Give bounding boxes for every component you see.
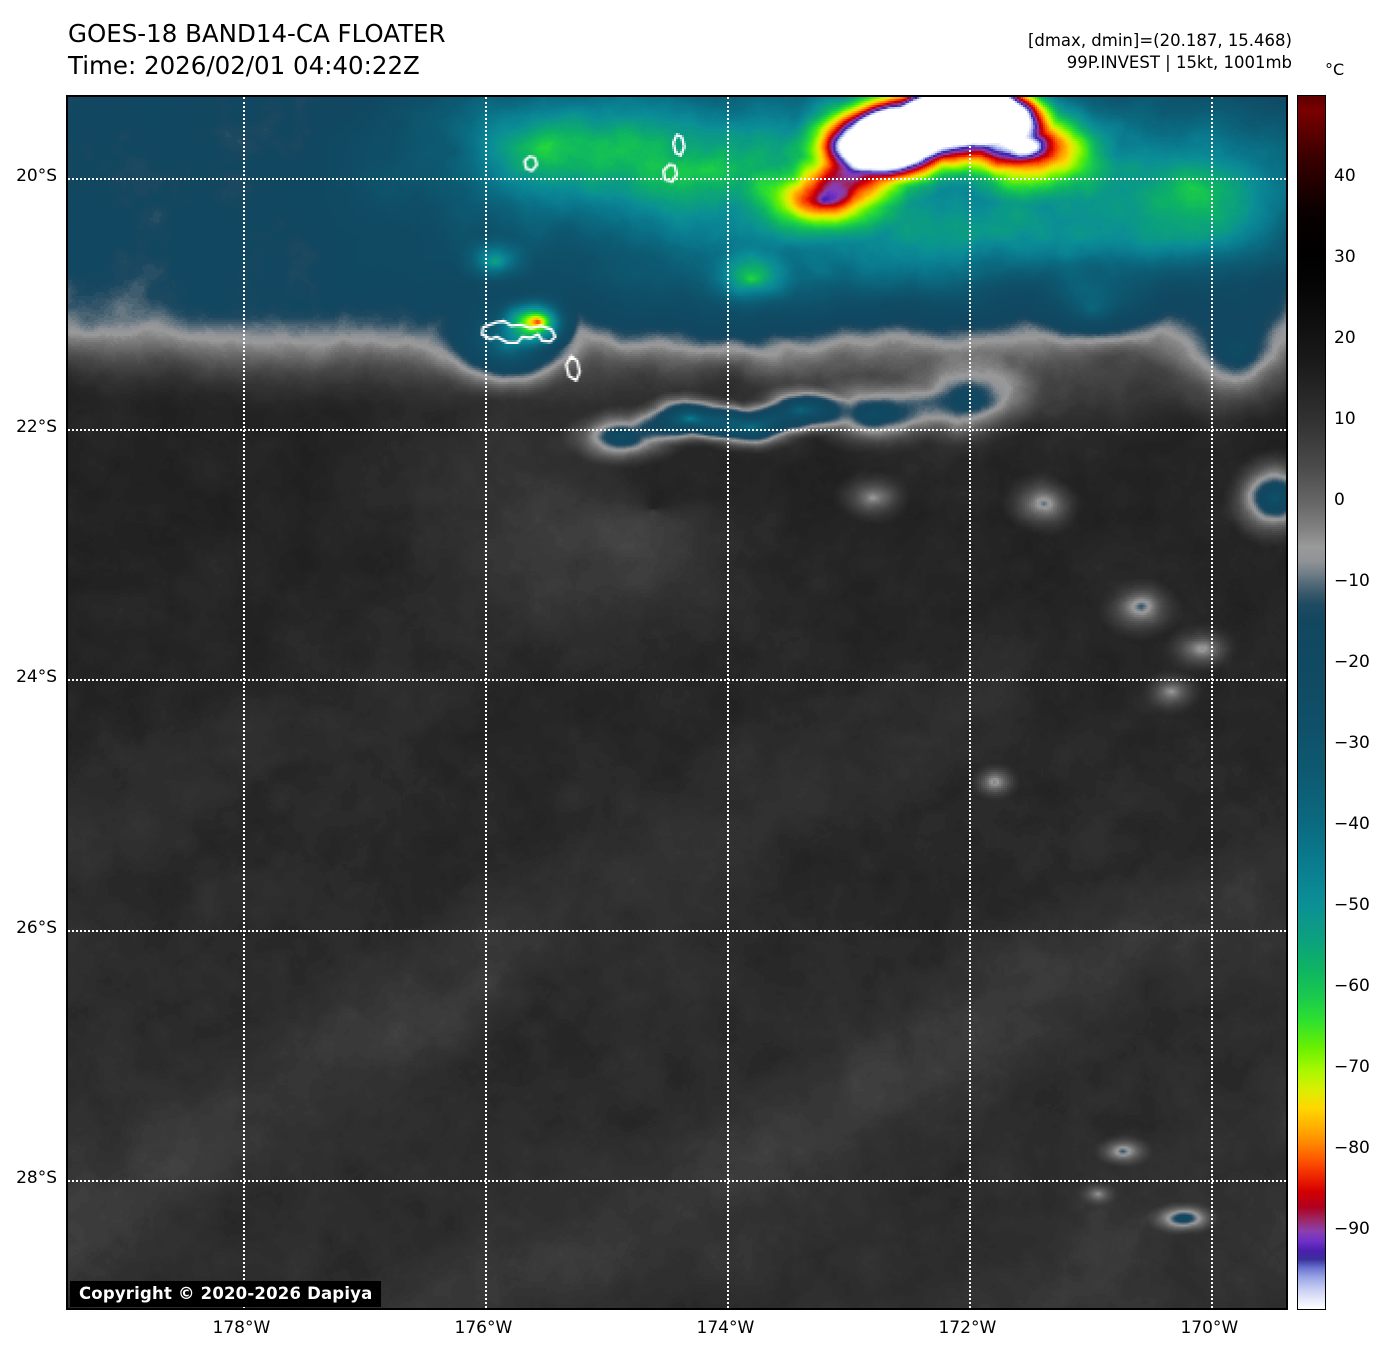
copyright-badge: Copyright © 2020-2026 Dapiya [70, 1281, 382, 1307]
colorbar-tick-neg10: −10 [1334, 571, 1370, 591]
colorbar-tick-neg90: −90 [1334, 1219, 1370, 1239]
ytick-label-26S: 26°S [16, 917, 57, 938]
xtick-label-178W: 178°W [212, 1318, 271, 1338]
colorbar-tick-neg40: −40 [1334, 814, 1370, 834]
ytick-label-22S: 22°S [16, 416, 57, 437]
colorbar-tick-10: 10 [1334, 409, 1356, 429]
timestamp-label: Time: 2026/02/01 04:40:22Z [68, 50, 420, 80]
colorbar-tick-neg20: −20 [1334, 652, 1370, 672]
xtick-label-172W: 172°W [938, 1318, 997, 1338]
xtick-label-174W: 174°W [696, 1318, 755, 1338]
dmax-dmin-label: [dmax, dmin]=(20.187, 15.468) [1027, 31, 1292, 50]
xtick-label-170W: 170°W [1180, 1318, 1239, 1338]
ytick-label-28S: 28°S [16, 1168, 57, 1189]
colorbar-tick-40: 40 [1334, 166, 1356, 186]
colorbar-tick-0: 0 [1334, 490, 1345, 510]
satellite-imagery-canvas [68, 97, 1286, 1308]
colorbar-tick-neg70: −70 [1334, 1057, 1370, 1077]
metadata-block: [dmax, dmin]=(20.187, 15.468) 99P.INVEST… [1028, 30, 1292, 74]
colorbar-tick-neg60: −60 [1334, 976, 1370, 996]
page-title: GOES-18 BAND14-CA FLOATER [68, 19, 446, 48]
satellite-image-plot[interactable] [66, 95, 1288, 1310]
temperature-colorbar[interactable] [1297, 95, 1326, 1310]
colorbar-tick-neg50: −50 [1334, 895, 1370, 915]
colorbar-tick-neg30: −30 [1334, 733, 1370, 753]
ytick-label-24S: 24°S [16, 667, 57, 688]
ytick-label-20S: 20°S [16, 166, 57, 187]
xtick-label-176W: 176°W [454, 1318, 513, 1338]
colorbar-tick-20: 20 [1334, 328, 1356, 348]
colorbar-tick-neg80: −80 [1334, 1138, 1370, 1158]
colorbar-unit-label: °C [1325, 60, 1345, 79]
colorbar-tick-30: 30 [1334, 247, 1356, 267]
storm-info-label: 99P.INVEST | 15kt, 1001mb [1066, 52, 1292, 72]
title-block: GOES-18 BAND14-CA FLOATER Time: 2026/02/… [68, 18, 446, 82]
